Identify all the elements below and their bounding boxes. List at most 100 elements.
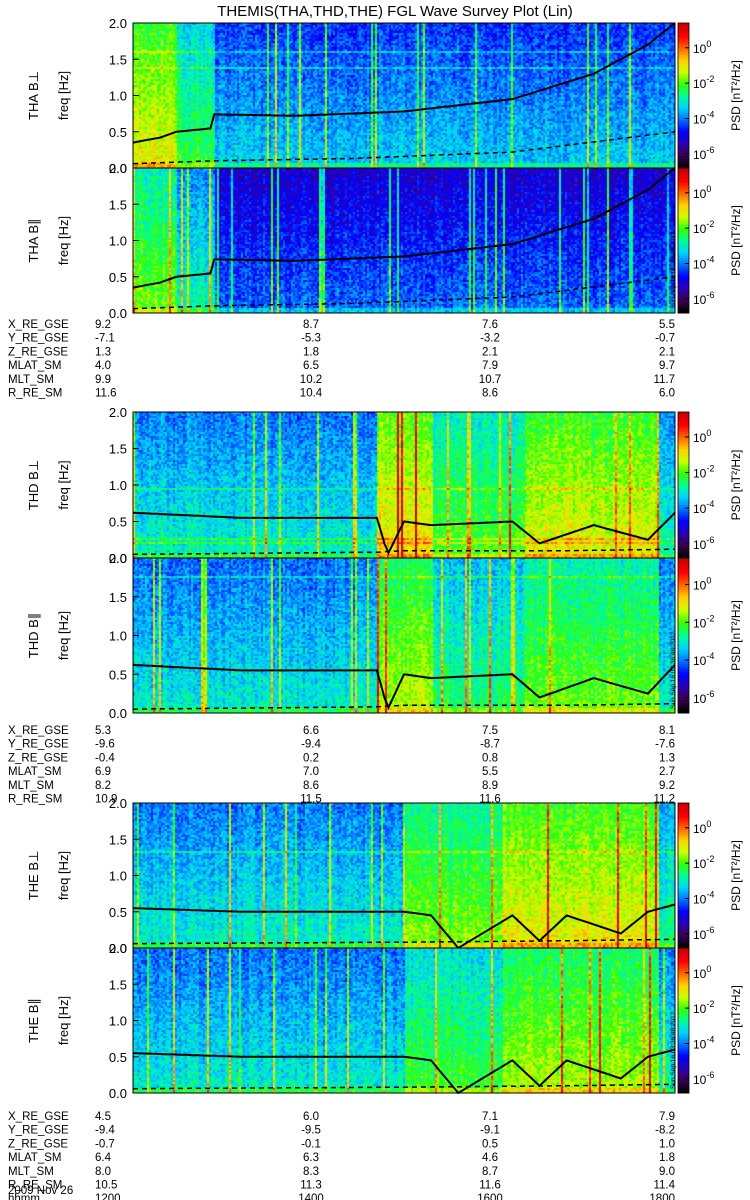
ephemeris-row-name: MLAT_SM: [8, 766, 61, 778]
colorbar-segment: [678, 540, 689, 544]
colorbar-segment: [678, 81, 689, 84]
colorbar-segment: [678, 904, 689, 908]
colorbar-tick-label: 10-2: [693, 219, 714, 236]
panel-the-par: 0.0 0.5 1.0 1.5 2.0 THE B∥ freq [Hz] 100 10-2 10-…: [26, 941, 743, 1101]
colorbar-segment: [678, 218, 689, 222]
colorbar-segment: [678, 1068, 689, 1072]
colorbar-segment: [678, 296, 689, 299]
colorbar-segment: [678, 700, 689, 704]
dashed-frequency-line: [133, 702, 676, 710]
colorbar-segment: [678, 543, 689, 547]
colorbar-segment: [678, 630, 689, 634]
colorbar-segment: [678, 44, 689, 48]
colorbar-segment: [678, 938, 689, 942]
colorbar-segment: [678, 305, 689, 309]
colorbar-segment: [678, 56, 689, 60]
colorbar-segment: [678, 27, 689, 31]
colorbar-segment: [678, 921, 689, 925]
colorbar-segment: [678, 431, 689, 435]
colorbar-segment: [678, 604, 689, 608]
colorbar-segment: [678, 1044, 689, 1048]
colorbar-segment: [678, 206, 689, 210]
colorbar-segment: [678, 25, 689, 29]
colorbar-segment: [678, 279, 689, 283]
y-tick-label: 2.0: [109, 551, 127, 566]
colorbar-segment: [678, 298, 689, 302]
ephemeris-value: 7.0: [303, 766, 319, 778]
colorbar-segment: [678, 807, 689, 811]
colorbar-segment: [678, 885, 689, 889]
colorbar-segment: [678, 264, 689, 268]
panel-thd-par: 0.0 0.5 1.0 1.5 2.0 THD B∥ freq [Hz] 100 10-2 10-…: [26, 551, 743, 721]
colorbar-segment: [678, 861, 689, 864]
ephemeris-value: 1.8: [303, 346, 319, 358]
colorbar-tick-label: 10-6: [693, 925, 714, 942]
colorbar-segment: [678, 663, 689, 667]
colorbar-segment: [678, 614, 689, 618]
colorbar-segment: [678, 61, 689, 65]
colorbar-segment: [678, 870, 689, 874]
colorbar-segment: [678, 151, 689, 154]
colorbar-segment: [678, 940, 689, 944]
colorbar-segment: [678, 620, 689, 624]
colorbar-tick-label: 10-2: [693, 464, 714, 481]
colorbar-segment: [678, 257, 689, 261]
colorbar-segment: [678, 914, 689, 918]
ephemeris-value: -8.2: [655, 1125, 675, 1137]
colorbar-segment: [678, 916, 689, 920]
colorbar-segment: [678, 645, 689, 649]
colorbar-segment: [678, 112, 689, 116]
colorbar-segment: [678, 583, 689, 587]
colorbar-segment: [678, 1061, 689, 1065]
colorbar-segment: [678, 271, 689, 275]
colorbar-segment: [678, 223, 689, 227]
ephemeris-value: 11.3: [300, 1180, 322, 1192]
colorbar-segment: [678, 1035, 689, 1038]
ephemeris-row-name: MLAT_SM: [8, 360, 61, 372]
ephemeris-row-name: R_RE_SM: [8, 794, 62, 806]
y-axis-label: freq [Hz]: [56, 996, 71, 1045]
y-axis-label: freq [Hz]: [56, 216, 71, 265]
y-tick-label: 1.0: [109, 234, 127, 249]
colorbar-segment: [678, 107, 689, 111]
panel-label: THD B⊥: [26, 460, 41, 510]
cyclotron-frequency-line: [132, 903, 676, 950]
ephemeris-value: 8.6: [482, 388, 498, 400]
colorbar-segment: [678, 187, 689, 191]
colorbar-segment: [678, 433, 689, 437]
colorbar-segment: [678, 848, 689, 852]
colorbar-segment: [678, 165, 689, 169]
colorbar-segment: [678, 627, 689, 631]
y-axis-label: freq [Hz]: [56, 71, 71, 120]
ephemeris-value: 9.2: [95, 319, 111, 331]
colorbar-segment: [678, 911, 689, 915]
ephemeris-value: 8.7: [482, 1166, 498, 1178]
ephemeris-value: -9.5: [301, 1125, 321, 1137]
colorbar-segment: [678, 182, 689, 186]
ephemeris-row-name: X_RE_GSE: [8, 319, 69, 331]
colorbar-segment: [678, 211, 689, 215]
colorbar-segment: [678, 923, 689, 927]
y-tick-label: 1.5: [109, 977, 127, 992]
colorbar-segment: [678, 643, 689, 647]
colorbar-segment: [678, 1030, 689, 1034]
y-axis-label: freq [Hz]: [56, 460, 71, 509]
colorbar-segment: [678, 463, 689, 467]
colorbar-tick-label: 100: [693, 819, 711, 836]
y-tick-label: 0.5: [109, 125, 127, 140]
y-tick-label: 1.0: [109, 869, 127, 884]
ephemeris-value: 8.7: [303, 319, 319, 331]
colorbar-segment: [678, 892, 689, 896]
colorbar-segment: [678, 666, 689, 670]
ephemeris-value: 6.5: [303, 360, 319, 372]
colorbar-tick-label: 10-4: [693, 889, 714, 906]
y-tick-label: 0.0: [109, 306, 127, 321]
ephemeris-value: 7.6: [482, 319, 498, 331]
y-tick-label: 1.0: [109, 478, 127, 493]
colorbar-segment: [678, 576, 689, 580]
ephemeris-value: -0.7: [95, 1138, 115, 1150]
colorbar-segment: [678, 573, 689, 577]
colorbar-segment: [678, 267, 689, 270]
colorbar-segment: [678, 694, 689, 698]
colorbar-segment: [678, 565, 689, 569]
